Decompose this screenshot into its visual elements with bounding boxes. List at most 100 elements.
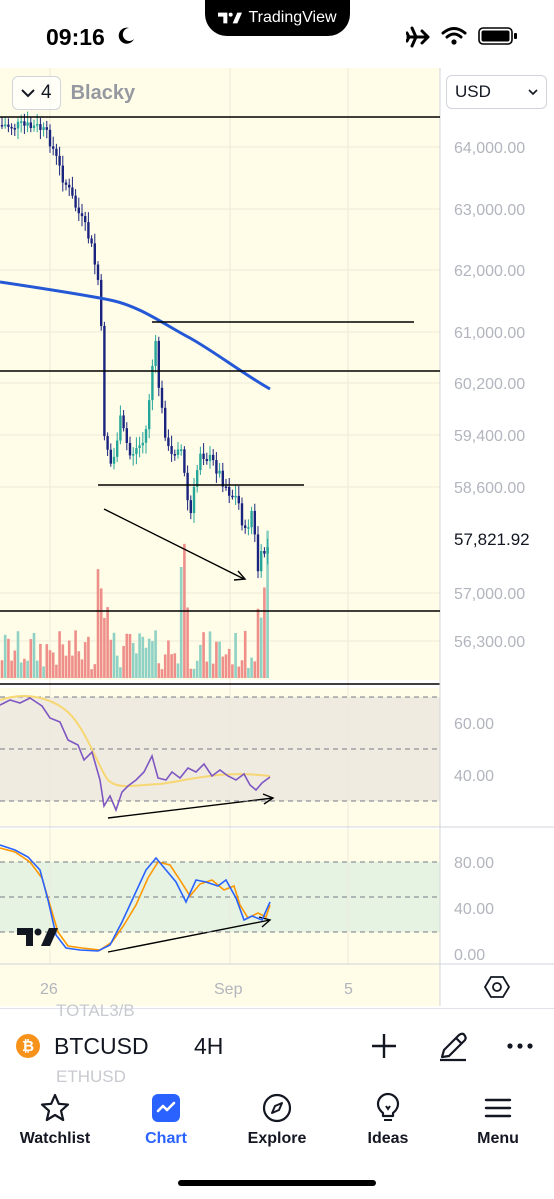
bitcoin-icon: ₿ <box>16 1034 40 1058</box>
price-axis-label: 56,300.00 <box>454 634 525 651</box>
volume-bar <box>157 663 161 678</box>
volume-bar <box>67 640 71 678</box>
volume-bar <box>93 664 97 678</box>
price-divergence-arrow <box>103 508 245 580</box>
candle-body <box>237 495 240 504</box>
status-time: 09:16 <box>46 24 105 50</box>
volume-bar <box>35 660 39 678</box>
volume-bar <box>205 661 209 678</box>
candle-body <box>112 456 116 464</box>
candle-body <box>4 124 7 127</box>
tradingview-watermark-icon <box>17 928 58 946</box>
drawn-levels <box>0 116 440 612</box>
lightbulb-icon <box>372 1092 404 1124</box>
volume-bar <box>23 658 26 678</box>
candle-body <box>234 495 237 498</box>
volume-bar <box>80 659 84 678</box>
chart-settings-icon[interactable] <box>484 974 510 1000</box>
volume-bar <box>253 661 257 678</box>
volume-bar <box>189 668 193 678</box>
candle-body <box>192 486 196 514</box>
time-axis-label: 26 <box>40 981 58 998</box>
price-chart[interactable]: 64,000.00 63,000.00 62,000.00 61,000.00 … <box>0 68 554 1008</box>
candle-body <box>90 238 93 244</box>
tab-chart[interactable]: Chart <box>111 1092 221 1152</box>
stoch-axis-label: 40.00 <box>454 901 494 918</box>
tab-label: Menu <box>477 1130 519 1147</box>
candle-body <box>196 470 199 487</box>
candle-body <box>240 503 244 526</box>
candle-body <box>224 486 228 488</box>
tab-explore[interactable]: Explore <box>222 1092 332 1152</box>
legend-toggle-button[interactable]: 4 <box>12 76 61 110</box>
price-axis-label: 59,400.00 <box>454 428 525 445</box>
candle-body <box>32 125 36 128</box>
star-icon <box>39 1092 71 1124</box>
candle-body <box>202 453 205 460</box>
candle-body <box>29 122 32 128</box>
price-axis-label: 62,000.00 <box>454 263 525 280</box>
volume-bar <box>135 653 138 678</box>
add-icon[interactable] <box>367 1029 401 1063</box>
candle-body <box>180 449 183 451</box>
candle-body <box>164 407 167 438</box>
candles <box>0 111 269 579</box>
candle-body <box>48 129 52 147</box>
rsi-bands <box>0 696 440 802</box>
indicator-name[interactable]: Blacky <box>70 81 136 104</box>
stoch-divergence-arrow <box>107 919 271 953</box>
volume-bar <box>147 638 151 678</box>
candle-body <box>144 429 148 443</box>
volume-bar <box>237 666 241 678</box>
tab-watchlist[interactable]: Watchlist <box>0 1092 110 1152</box>
tab-label: Explore <box>247 1130 307 1147</box>
price-axis-label: 57,000.00 <box>454 586 525 603</box>
price-axis-label: 61,000.00 <box>454 325 525 342</box>
chart-icon <box>150 1092 182 1124</box>
volume-bar <box>227 648 231 678</box>
candle-body <box>205 459 208 462</box>
candle-body <box>160 387 164 408</box>
ghost-symbol-above: TOTAL3/B <box>56 1001 135 1020</box>
currency-select[interactable]: USD <box>446 75 547 109</box>
interval-selector[interactable]: 4H <box>194 1033 224 1059</box>
volume-bar <box>115 655 119 678</box>
volume-bar <box>55 664 58 678</box>
moon-icon <box>118 27 134 44</box>
moving-average-line <box>0 280 271 391</box>
candle-body <box>266 547 269 554</box>
candle-body <box>52 146 55 149</box>
app-banner: TradingView <box>205 0 350 36</box>
drawing-tools-icon[interactable] <box>436 1029 470 1063</box>
stoch-axis-label: 0.00 <box>454 947 485 964</box>
candle-body <box>228 486 231 496</box>
tab-ideas[interactable]: Ideas <box>333 1092 443 1152</box>
tab-menu[interactable]: Menu <box>443 1092 553 1152</box>
volume-bar <box>240 660 244 678</box>
more-icon[interactable] <box>503 1029 537 1063</box>
volume-bar <box>167 640 170 678</box>
symbol-name[interactable]: BTCUSD <box>54 1033 149 1059</box>
volume-bar <box>234 633 237 678</box>
volume-bar <box>83 642 87 678</box>
chart-area[interactable]: 64,000.00 63,000.00 62,000.00 61,000.00 … <box>0 68 554 1008</box>
time-axis-label: 5 <box>344 981 353 998</box>
wifi-icon <box>441 27 467 45</box>
volume-bar <box>218 641 221 678</box>
volume-bar <box>211 663 215 678</box>
candle-body <box>157 340 160 388</box>
arrowhead <box>233 570 247 581</box>
candle-body <box>215 460 218 474</box>
rsi-line <box>0 697 271 813</box>
volume-bar <box>141 636 145 678</box>
candle-body <box>119 415 122 441</box>
volume-bar <box>71 655 74 678</box>
candle-body <box>128 442 132 456</box>
candle-body <box>20 121 23 123</box>
volume-bar <box>151 641 154 678</box>
volume-bar <box>263 587 266 678</box>
volume-bar <box>32 632 36 678</box>
candle-body <box>55 148 58 156</box>
candle-body <box>103 325 106 437</box>
candle-body <box>7 124 10 127</box>
